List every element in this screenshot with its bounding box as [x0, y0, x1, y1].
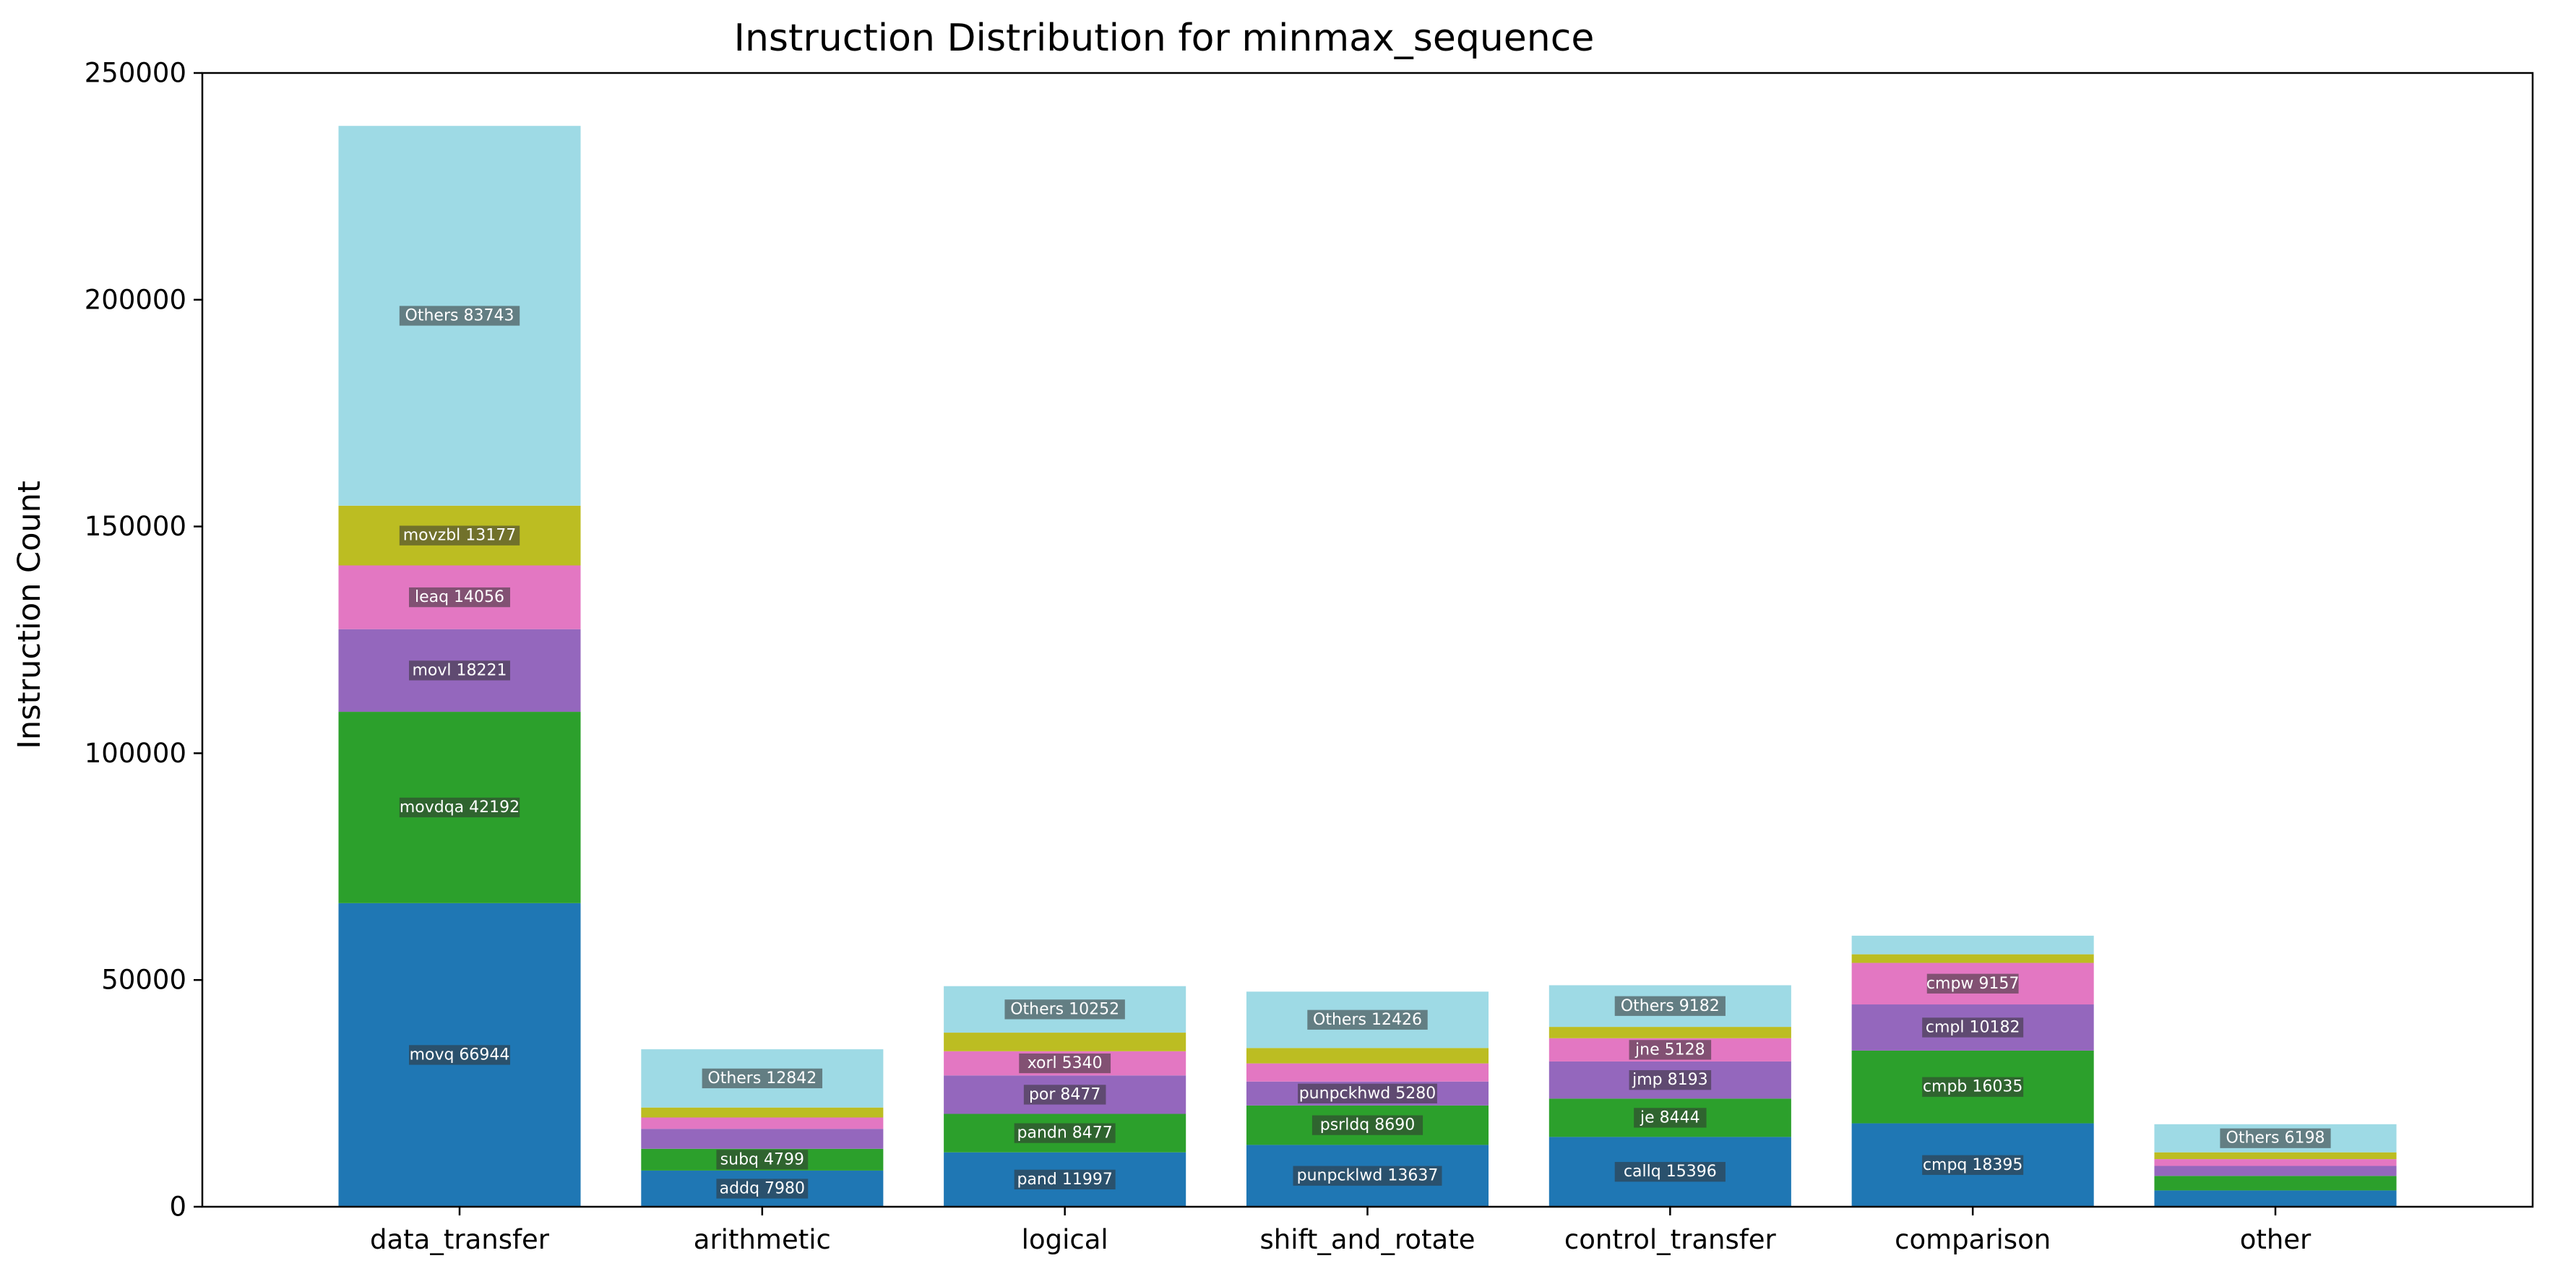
- segment-label-box: [1629, 1070, 1712, 1090]
- segment-label-box: [1023, 1085, 1106, 1105]
- segment-label: pand 11997: [1017, 1171, 1112, 1189]
- bar-segment: [1548, 1027, 1791, 1038]
- segment-label-box: [399, 306, 520, 326]
- segment-label-box: [409, 660, 511, 681]
- y-axis-title: Instruction Count: [12, 481, 48, 749]
- segment-label-box: [1922, 1077, 2024, 1097]
- segment-label: addq 7980: [720, 1179, 805, 1197]
- plot-frame: [201, 72, 2534, 1208]
- segment-label: psrldq 8690: [1320, 1116, 1416, 1134]
- x-tick-label: data_transfer: [370, 1224, 550, 1255]
- y-tick-label: 200000: [85, 284, 186, 315]
- x-tick-label: shift_and_rotate: [1260, 1224, 1476, 1255]
- bar-segment: [641, 1107, 884, 1118]
- segment-label: xorl 5340: [1028, 1054, 1103, 1072]
- bar-segment: [1246, 1063, 1489, 1082]
- segment-label: movzbl 13177: [403, 527, 517, 545]
- segment-label-box: [399, 797, 520, 818]
- x-tick-label: control_transfer: [1564, 1224, 1777, 1255]
- segment-label-box: [1307, 1009, 1428, 1030]
- segment-label: movq 66944: [410, 1046, 510, 1064]
- segment-label-box: [1311, 1115, 1423, 1135]
- segment-label: cmpl 10182: [1926, 1018, 2020, 1036]
- bar-segment: [2154, 1176, 2397, 1191]
- segment-label: Others 83743: [405, 307, 514, 325]
- y-tick-label: 50000: [101, 965, 186, 996]
- segment-label-box: [1014, 1123, 1116, 1143]
- segment-label-box: [1922, 1017, 2024, 1038]
- bar-segment: [641, 1129, 884, 1149]
- bar-segment: [2154, 1152, 2397, 1160]
- segment-label: subq 4799: [720, 1150, 804, 1168]
- segment-label-box: [1634, 1108, 1707, 1128]
- x-tick-label: arithmetic: [694, 1224, 831, 1255]
- segment-label: Others 12842: [707, 1069, 817, 1088]
- segment-label-box: [716, 1179, 809, 1199]
- segment-label-box: [1926, 973, 2019, 994]
- segment-label: movl 18221: [412, 661, 507, 679]
- segment-label: Others 9182: [1621, 997, 1720, 1015]
- segment-label-box: [1004, 999, 1125, 1020]
- segment-label: jmp 8193: [1632, 1071, 1708, 1089]
- bar-segment: [2154, 1159, 2397, 1166]
- bar-segment: [2154, 1190, 2397, 1207]
- segment-label: punpcklwd 13637: [1297, 1167, 1439, 1185]
- x-tick-label: logical: [1022, 1224, 1108, 1255]
- segment-label: Others 12426: [1313, 1011, 1422, 1029]
- segment-label-box: [409, 587, 511, 608]
- x-tick-label: comparison: [1895, 1224, 2051, 1255]
- segment-label-box: [1629, 1040, 1712, 1060]
- y-tick-label: 0: [169, 1192, 186, 1223]
- segment-label-box: [399, 525, 520, 546]
- bar-segment: [1246, 1048, 1489, 1064]
- segment-label: je 8444: [1640, 1108, 1700, 1127]
- bar-segment: [641, 1117, 884, 1129]
- segment-label-box: [1614, 1162, 1726, 1182]
- segment-label: cmpq 18395: [1923, 1156, 2023, 1174]
- segment-label: jne 5128: [1634, 1041, 1705, 1059]
- segment-label-box: [716, 1150, 809, 1170]
- bar-segment: [2154, 1166, 2397, 1176]
- x-axis-ticks: data_transfer arithmetic logical shift_and_…: [370, 1207, 2312, 1255]
- segment-label: Others 6198: [2226, 1129, 2325, 1147]
- segment-label: por 8477: [1029, 1085, 1100, 1103]
- y-tick-label: 100000: [85, 738, 186, 769]
- segment-label-box: [1614, 996, 1726, 1016]
- segment-label-box: [1922, 1155, 2024, 1175]
- segment-label-box: [1293, 1166, 1442, 1186]
- y-tick-label: 250000: [85, 58, 186, 89]
- segment-label: pandn 8477: [1017, 1124, 1113, 1142]
- segment-label: punpckhwd 5280: [1299, 1085, 1436, 1103]
- bar-segment: [1851, 935, 2094, 955]
- segment-label: Others 10252: [1010, 1000, 1119, 1018]
- segment-label-box: [1019, 1053, 1111, 1074]
- segment-label: movdqa 42192: [400, 798, 520, 817]
- segment-label-box: [1014, 1169, 1116, 1189]
- segment-label: cmpw 9157: [1926, 975, 2019, 993]
- y-tick-label: 150000: [85, 511, 186, 542]
- segment-labels-group: movq 66944 movdqa 42192 movl 18221 leaq 140…: [399, 306, 2331, 1199]
- segment-label-box: [2220, 1128, 2331, 1148]
- segment-label-box: [409, 1045, 511, 1065]
- segment-label-box: [702, 1068, 823, 1089]
- segment-label: leaq 14056: [415, 588, 504, 606]
- segment-label-box: [1298, 1083, 1437, 1103]
- segment-label: cmpb 16035: [1923, 1078, 2023, 1096]
- segment-label: callq 15396: [1624, 1163, 1717, 1181]
- y-axis-ticks: 0 50000 100000 150000 200000 250000: [85, 58, 202, 1223]
- x-tick-label: other: [2240, 1224, 2312, 1255]
- bar-segment: [944, 1033, 1186, 1051]
- chart-title: Instruction Distribution for minmax_sequ…: [734, 17, 1595, 60]
- bar-segment: [1851, 954, 2094, 963]
